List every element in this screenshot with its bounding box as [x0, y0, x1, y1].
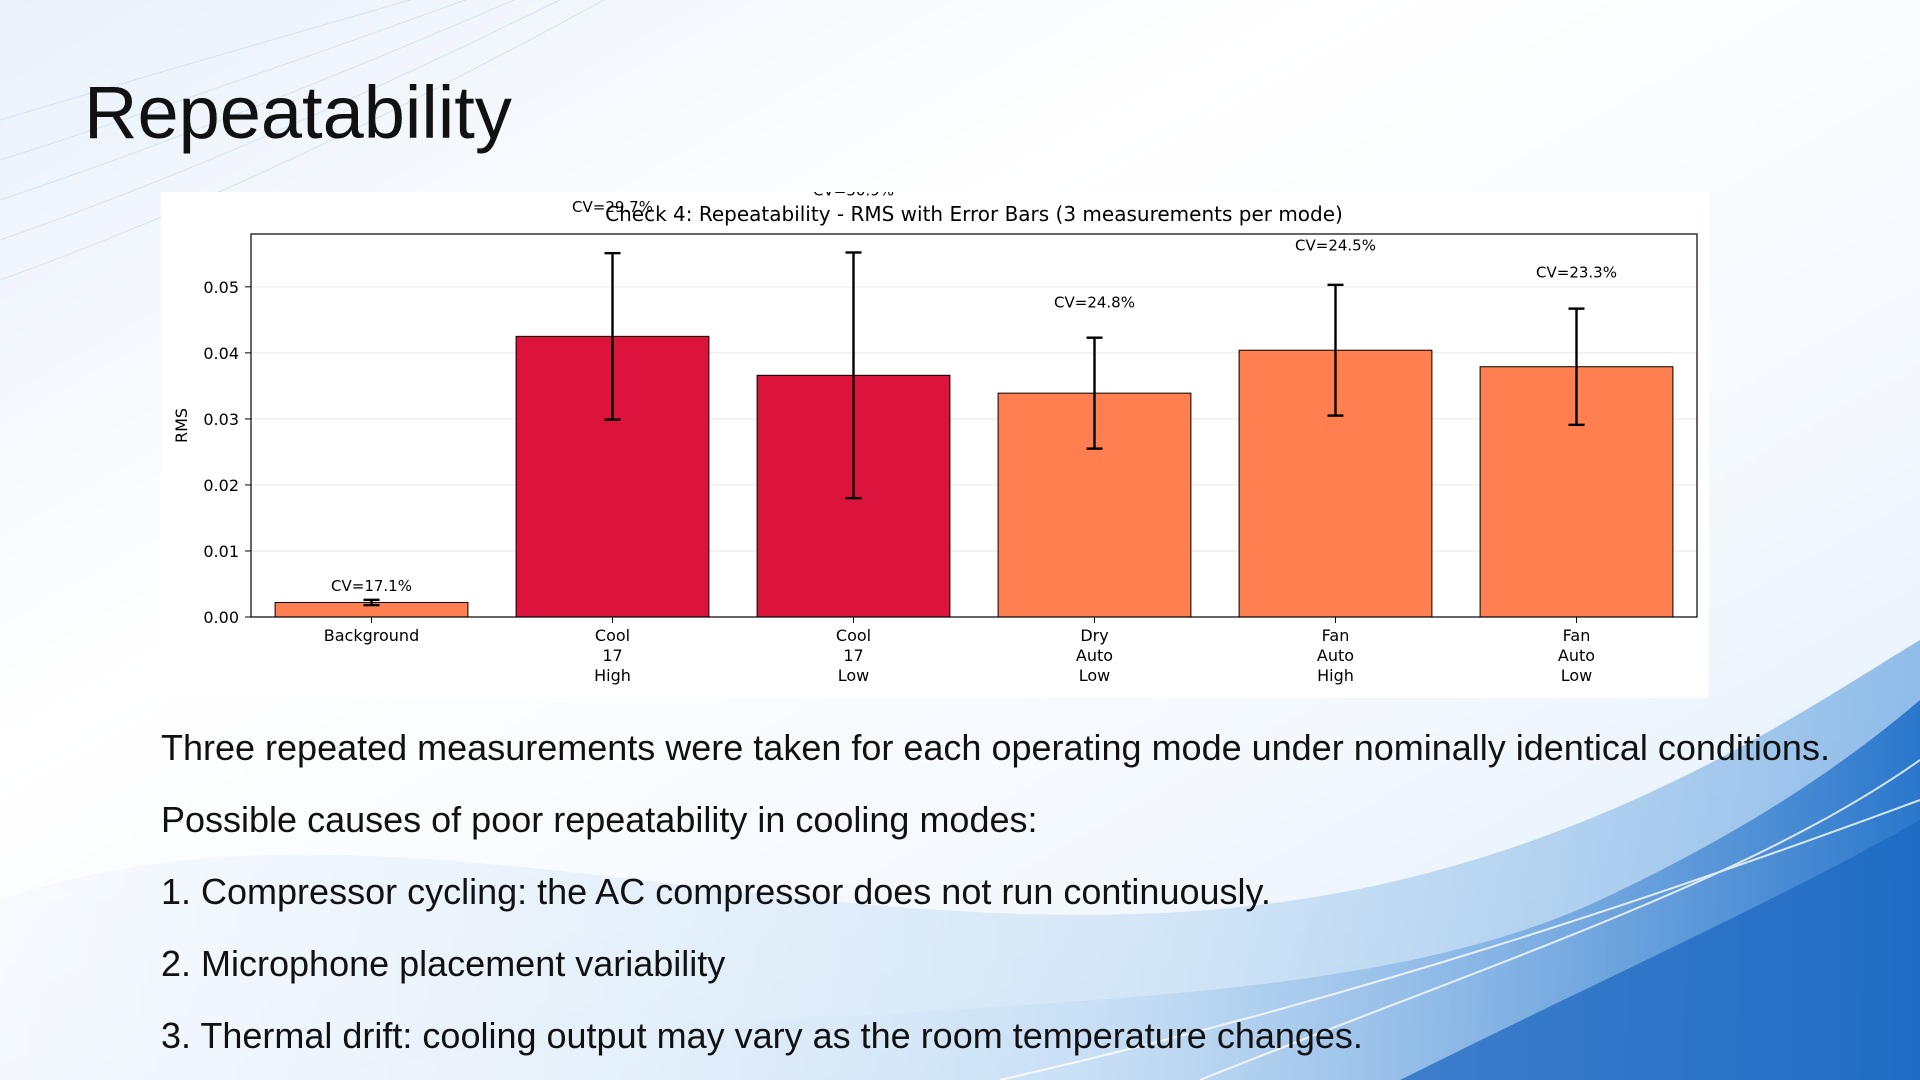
chart-canvas: Check 4: Repeatability - RMS with Error … [172, 192, 1698, 685]
slide-title: Repeatability [84, 71, 512, 154]
x-tick-label: Auto [1317, 646, 1354, 665]
x-tick-label: Fan [1563, 626, 1591, 645]
cv-annotation: CV=23.3% [1536, 263, 1617, 281]
note-cause-3: 3. Thermal drift: cooling output may var… [161, 1015, 1363, 1056]
x-tick-label: Cool [836, 626, 871, 645]
y-tick-label: 0.04 [203, 344, 239, 363]
cv-annotation: CV=24.8% [1054, 293, 1135, 311]
y-tick-label: 0.02 [203, 476, 239, 495]
cv-annotation: CV=17.1% [331, 577, 412, 595]
y-tick-label: 0.05 [203, 278, 239, 297]
x-tick-label: Low [838, 666, 870, 685]
x-tick-label: High [594, 666, 631, 685]
cv-annotation: CV=24.5% [1295, 237, 1376, 255]
note-intro: Three repeated measurements were taken f… [161, 727, 1830, 768]
cv-annotation: CV=29.7% [572, 198, 653, 216]
y-axis-label: RMS [172, 408, 191, 443]
x-tick-label: Background [324, 626, 419, 645]
note-cause-2: 2. Microphone placement variability [161, 943, 726, 984]
y-tick-label: 0.00 [203, 608, 239, 627]
y-tick-label: 0.03 [203, 410, 239, 429]
x-tick-label: Dry [1080, 626, 1108, 645]
note-cause-1: 1. Compressor cycling: the AC compressor… [161, 871, 1271, 912]
x-tick-label: Auto [1558, 646, 1595, 665]
plot-frame [250, 233, 1698, 618]
x-tick-label: High [1317, 666, 1354, 685]
x-tick-label: Fan [1322, 626, 1350, 645]
x-tick-label: Cool [595, 626, 630, 645]
rms-error-bar-chart: Check 4: Repeatability - RMS with Error … [161, 192, 1709, 698]
notes-list: Three repeated measurements were taken f… [161, 720, 1830, 1080]
x-tick-label: 17 [602, 646, 622, 665]
cv-annotation: CV=50.9% [813, 192, 894, 199]
x-tick-label: Low [1079, 666, 1111, 685]
chart-title: Check 4: Repeatability - RMS with Error … [605, 202, 1343, 226]
note-causes-heading: Possible causes of poor repeatability in… [161, 799, 1038, 840]
x-tick-label: Low [1561, 666, 1593, 685]
x-tick-label: Auto [1076, 646, 1113, 665]
y-tick-label: 0.01 [203, 542, 239, 561]
x-tick-label: 17 [843, 646, 863, 665]
